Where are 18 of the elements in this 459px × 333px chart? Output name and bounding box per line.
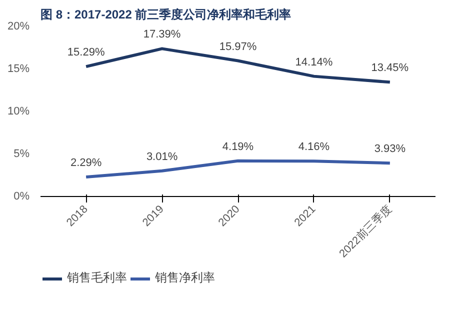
data-label: 17.39% [143, 28, 181, 41]
data-label: 2.29% [70, 157, 102, 170]
data-label: 13.45% [371, 62, 409, 74]
data-label: 15.29% [67, 46, 105, 59]
data-label: 3.93% [374, 143, 406, 156]
y-tick-label: 20% [7, 20, 30, 32]
data-label: 3.01% [146, 150, 178, 163]
data-label: 4.16% [298, 141, 330, 154]
data-label: 4.19% [222, 140, 254, 153]
legend-label: 销售净利率 [155, 270, 215, 286]
data-label: 15.97% [219, 40, 257, 53]
legend-label: 销售毛利率 [67, 270, 127, 286]
data-label: 14.14% [295, 56, 333, 68]
y-tick-label: 0% [14, 190, 30, 202]
y-tick-label: 15% [7, 63, 30, 75]
y-tick-label: 10% [7, 106, 30, 118]
y-tick-label: 5% [14, 148, 30, 160]
chart-title: 图 8：2017-2022 前三季度公司净利率和毛利率 [40, 8, 292, 22]
